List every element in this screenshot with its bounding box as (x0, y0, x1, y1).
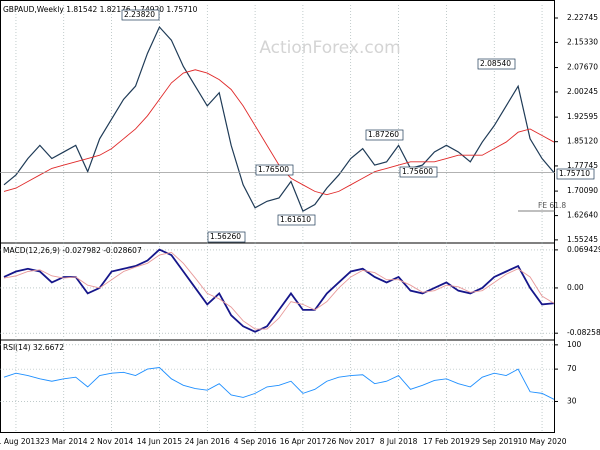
annotation: 2.08540 (480, 59, 511, 68)
panel-title: RSI(14) 32.6672 (3, 343, 64, 352)
y-tick-label: 30 (567, 396, 577, 405)
series-line (3, 251, 555, 330)
x-tick-label: 10 May 2020 (518, 437, 567, 446)
y-tick-label: 1.92595 (567, 112, 598, 121)
annotation: 1.75710 (559, 169, 590, 178)
series-line (3, 248, 555, 333)
panel-title: MACD(12,26,9) -0.027982 -0.028607 (3, 246, 142, 255)
y-tick-label: 1.85120 (567, 137, 598, 146)
y-tick-label: -0.082582 (567, 328, 600, 337)
annotation-box (477, 58, 516, 70)
series-line (3, 69, 555, 196)
annotation: 2.23820 (124, 10, 155, 19)
panel-title: GBPAUD,Weekly 1.81542 1.82176 1.74920 1.… (3, 5, 198, 14)
annotation: 1.61610 (280, 215, 311, 224)
y-tick-label: 100 (567, 340, 582, 349)
annotation-box (556, 168, 595, 180)
x-tick-label: 16 Apr 2017 (280, 437, 327, 446)
annotation: 1.75600 (402, 167, 433, 176)
x-tick-label: 14 Jun 2015 (137, 437, 182, 446)
annotation-box (277, 214, 316, 226)
annotation: 1.76500 (258, 165, 289, 174)
x-tick-label: 29 Sep 2019 (470, 437, 518, 446)
annotation-box (399, 166, 438, 178)
y-tick-label: 2.15330 (567, 37, 598, 46)
x-tick-label: 4 Sep 2016 (234, 437, 277, 446)
annotation-box (255, 164, 294, 176)
frame (0, 0, 555, 433)
y-tick-label: 70 (567, 364, 577, 373)
x-tick-label: 17 Feb 2019 (423, 437, 470, 446)
watermark: ActionForex.com (259, 38, 400, 58)
y-tick-label: 2.00245 (567, 87, 598, 96)
y-tick-label: 1.70090 (567, 186, 598, 195)
x-tick-label: 2 Nov 2014 (90, 437, 133, 446)
y-tick-label: 1.55245 (567, 235, 598, 244)
y-tick-label: 1.62640 (567, 211, 598, 220)
y-tick-label: 0.00 (567, 283, 584, 292)
annotation-box (207, 231, 246, 243)
annotation: 1.56260 (210, 232, 241, 241)
x-tick-label: 24 Jan 2016 (185, 437, 230, 446)
annotation-box (121, 9, 160, 21)
y-tick-label: 1.77745 (567, 161, 598, 170)
x-tick-label: 23 Mar 2014 (40, 437, 88, 446)
series-line (3, 367, 555, 400)
annotation-box (365, 129, 404, 141)
annotation: 1.87260 (368, 130, 399, 139)
x-tick-label: 11 Aug 2013 (0, 437, 40, 446)
y-tick-label: 2.07670 (567, 63, 598, 72)
y-tick-label: 0.069429 (567, 245, 600, 254)
y-tick-label: 2.22745 (567, 13, 598, 22)
annotation: FE 61.8 (538, 201, 566, 210)
x-tick-label: 26 Nov 2017 (327, 437, 375, 446)
x-tick-label: 8 Jul 2018 (380, 437, 418, 446)
